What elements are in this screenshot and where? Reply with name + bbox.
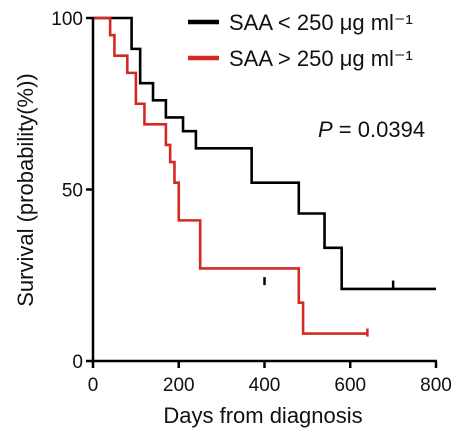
x-axis-label: Days from diagnosis (163, 403, 362, 428)
x-tick-label: 400 (249, 375, 281, 396)
p-value-text: = 0.0394 (333, 117, 425, 142)
x-ticks: 0 200 400 600 800 (88, 361, 452, 396)
x-tick-label: 600 (334, 375, 366, 396)
x-tick-label: 0 (88, 375, 99, 396)
p-value-symbol: P (318, 117, 333, 142)
p-value-annotation: P = 0.0394 (318, 117, 425, 142)
y-tick-label: 0 (72, 352, 83, 373)
x-tick-label: 200 (163, 375, 195, 396)
series-line-0 (93, 16, 436, 291)
y-axis-label: Survival (probability(%)) (13, 73, 38, 307)
y-tick-label: 50 (62, 181, 83, 202)
y-tick-label: 100 (51, 9, 83, 30)
legend: SAA < 250 μg ml⁻¹ SAA > 250 μg ml⁻¹ (188, 10, 413, 71)
series-line-1 (93, 16, 368, 335)
y-ticks: 0 50 100 (51, 9, 93, 373)
plot-area (93, 16, 436, 337)
legend-label-1: SAA > 250 μg ml⁻¹ (229, 46, 413, 71)
x-tick-label: 800 (420, 375, 452, 396)
legend-label-0: SAA < 250 μg ml⁻¹ (229, 10, 413, 35)
